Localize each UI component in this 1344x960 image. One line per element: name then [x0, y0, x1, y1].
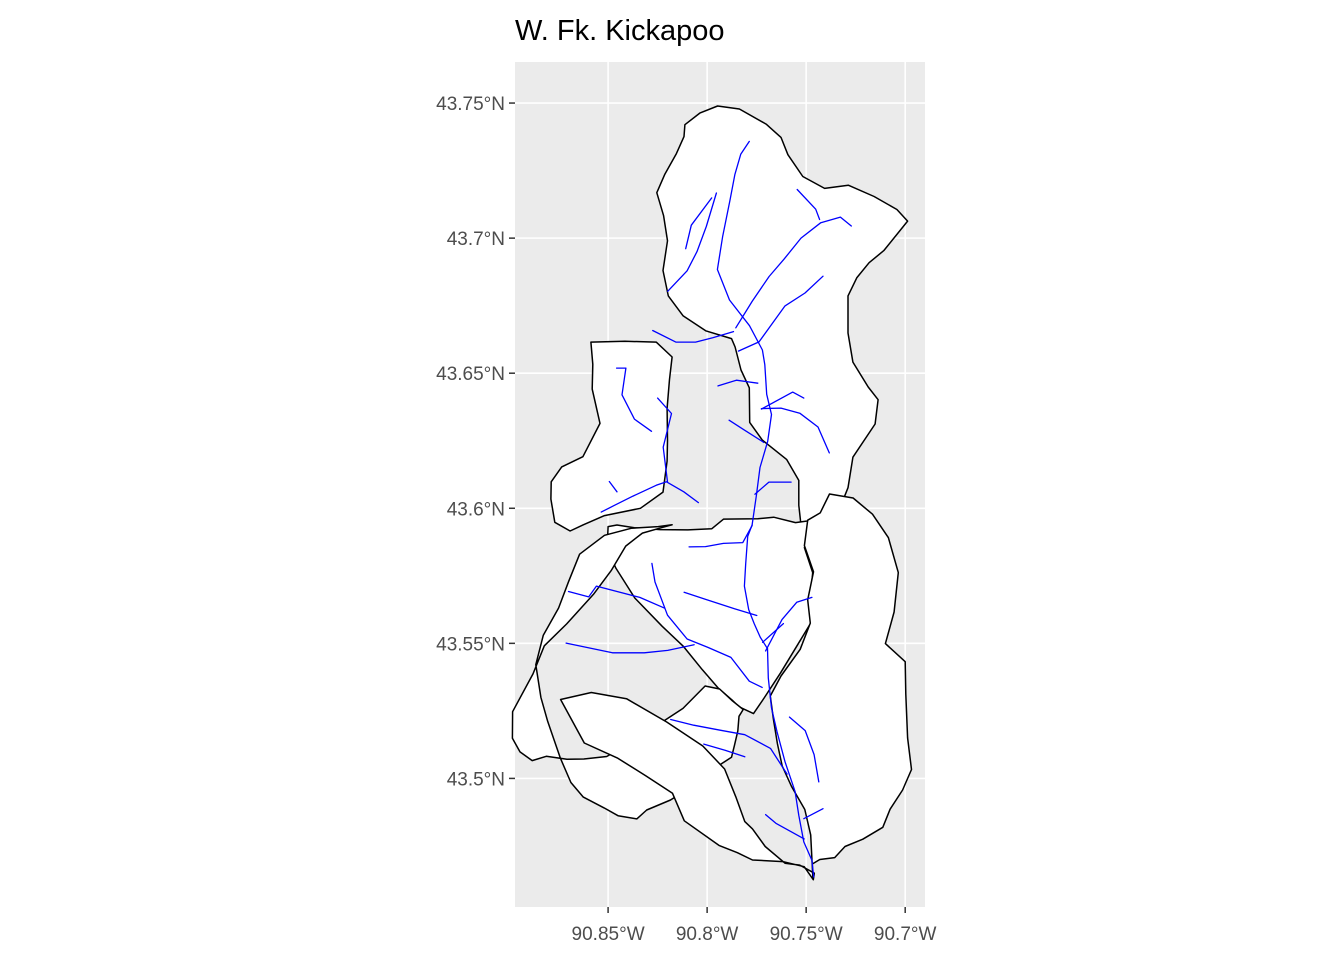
stream-trib-mb-3 [761, 622, 785, 643]
stream-trib-ne-2 [796, 188, 821, 221]
stream-main-stem-upper [716, 140, 773, 526]
x-tick-label-1: 90.8°W [676, 924, 739, 945]
stream-trib-ne-3 [737, 275, 824, 352]
stream-trib-s-1 [670, 718, 788, 775]
stream-trib-nw-3 [652, 329, 735, 343]
stream-trib-se-3 [803, 808, 824, 820]
stream-trib-nw-1 [667, 192, 718, 292]
stream-network [565, 140, 852, 878]
stream-main-stem-middle [743, 524, 769, 650]
stream-trib-mid-e2 [760, 391, 805, 410]
y-tick-label-0: 43.75°N [436, 94, 505, 115]
stream-trib-mb-main [688, 524, 753, 548]
stream-trib-sw-2 [567, 585, 666, 609]
y-axis: 43.75°N 43.7°N 43.65°N 43.6°N 43.55°N 43.5°N [436, 94, 515, 790]
x-tick-label-0: 90.85°W [572, 924, 645, 945]
stream-trib-mid-sw [728, 419, 765, 444]
stream-trib-nwb-main [600, 481, 700, 513]
subbasin-south [769, 493, 913, 880]
stream-trib-mid-w [717, 379, 759, 387]
stream-trib-s-3 [764, 813, 805, 840]
stream-trib-nwb-2 [656, 397, 673, 483]
x-tick-label-3: 90.7°W [874, 924, 937, 945]
stream-trib-mid-s [754, 481, 792, 495]
stream-trib-nwb-4 [608, 480, 618, 493]
stream-trib-se-2 [788, 716, 820, 783]
y-tick-label-5: 43.5°N [447, 769, 505, 790]
stream-main-stem-lower [766, 648, 815, 878]
stream-trib-s-2 [703, 743, 746, 758]
stream-trib-ne-1 [735, 216, 852, 329]
subbasin-northwest [550, 340, 673, 532]
y-tick-label-3: 43.6°N [447, 499, 505, 520]
subbasin-southwest [559, 691, 816, 881]
stream-trib-mid-e [760, 407, 830, 454]
y-tick-label-2: 43.65°N [436, 364, 505, 385]
subbasin-layer [511, 105, 913, 881]
plot-title: W. Fk. Kickapoo [515, 15, 725, 47]
stream-trib-sw-3 [565, 642, 695, 654]
subbasin-middle [606, 516, 818, 715]
stream-trib-mb-2 [683, 591, 758, 617]
stream-trib-nwb-3 [615, 367, 653, 432]
y-tick-label-1: 43.7°N [447, 229, 505, 250]
subbasin-north [656, 105, 909, 530]
x-axis: 90.85°W 90.8°W 90.75°W 90.7°W [572, 907, 937, 945]
stream-trib-se-1 [764, 596, 813, 652]
stream-trib-sw-main [651, 562, 763, 689]
x-tick-label-2: 90.75°W [770, 924, 843, 945]
y-tick-label-4: 43.55°N [436, 634, 505, 655]
stream-trib-nw-2 [685, 197, 713, 250]
